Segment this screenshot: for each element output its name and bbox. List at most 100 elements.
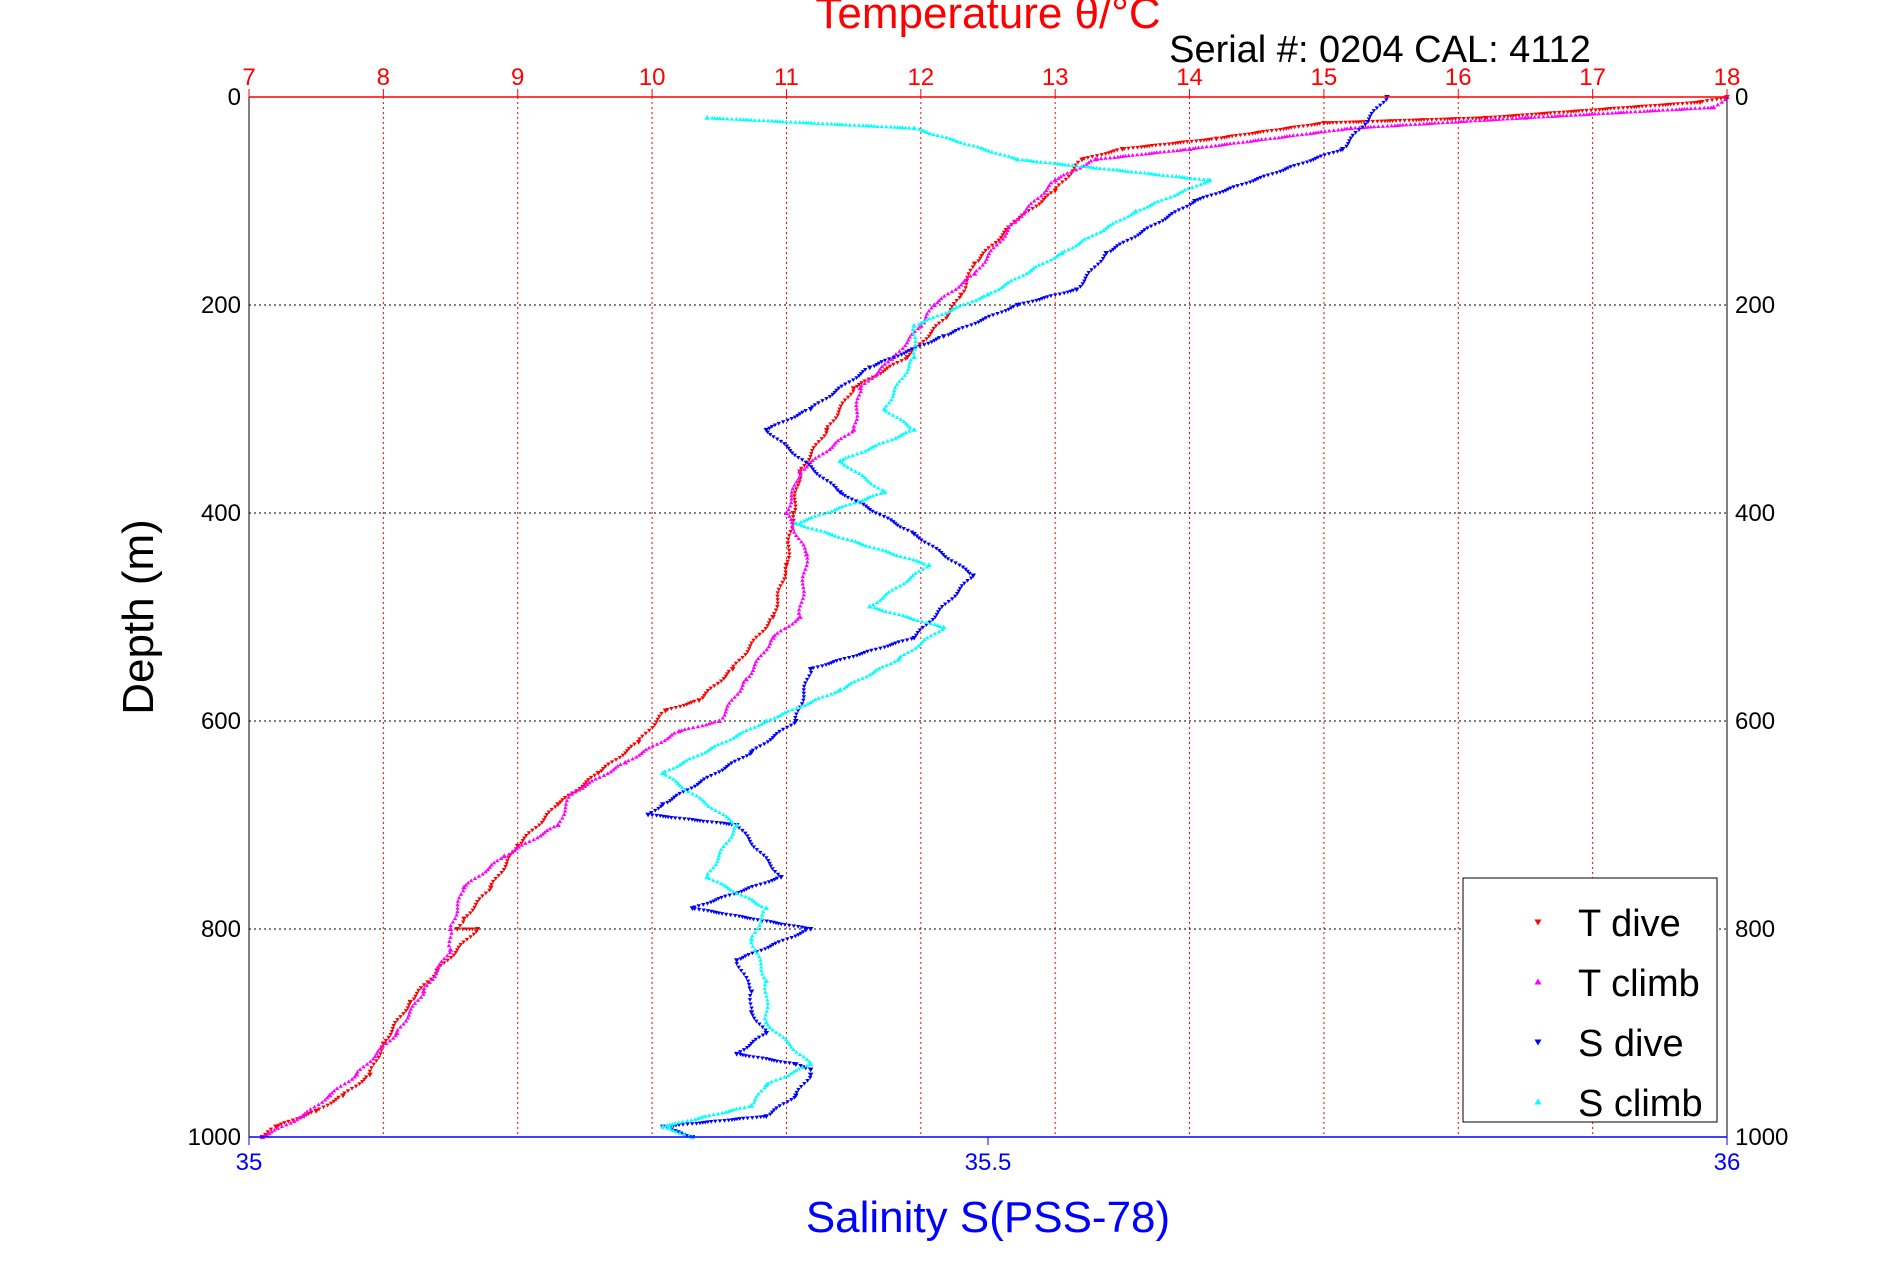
series-trace-marker bbox=[383, 1038, 389, 1043]
series-trace-marker bbox=[901, 652, 907, 656]
series-trace-marker bbox=[677, 783, 683, 788]
series-trace-marker bbox=[1066, 162, 1071, 167]
series-trace-marker bbox=[1301, 124, 1306, 129]
series-trace-marker bbox=[784, 444, 790, 449]
series-trace-marker bbox=[895, 523, 900, 528]
series-trace-marker bbox=[1287, 133, 1292, 138]
series-trace-marker bbox=[906, 363, 912, 368]
series-trace-marker bbox=[499, 871, 504, 875]
series-trace-marker bbox=[608, 769, 614, 774]
series-trace-marker bbox=[741, 1116, 746, 1121]
series-trace-marker bbox=[799, 600, 804, 604]
series-trace-marker bbox=[930, 315, 936, 319]
series-trace-marker bbox=[795, 483, 801, 488]
series-trace-marker bbox=[985, 254, 990, 259]
series-trace-marker bbox=[1201, 177, 1207, 181]
series-trace-marker bbox=[1027, 269, 1032, 274]
data-point bbox=[940, 334, 947, 339]
series-trace-marker bbox=[483, 891, 489, 896]
data-point bbox=[1710, 104, 1717, 110]
series-trace-marker bbox=[776, 587, 781, 592]
series-trace-marker bbox=[1198, 197, 1203, 201]
salinity-tick-label: 35.5 bbox=[965, 1149, 1012, 1176]
series-trace-marker bbox=[908, 575, 913, 580]
series-trace-marker bbox=[738, 117, 743, 121]
series-trace-marker bbox=[825, 121, 830, 126]
series-trace-marker bbox=[737, 658, 742, 663]
series-trace-marker bbox=[810, 458, 815, 462]
series-trace-marker bbox=[820, 399, 825, 403]
series-trace-marker bbox=[1111, 167, 1116, 172]
series-trace-marker bbox=[814, 527, 819, 532]
series-trace-marker bbox=[705, 748, 711, 753]
series-trace-marker bbox=[962, 581, 967, 586]
series-trace-marker bbox=[801, 120, 806, 125]
temperature-tick-label: 16 bbox=[1445, 64, 1472, 91]
data-point bbox=[866, 365, 873, 371]
series-trace-marker bbox=[769, 1079, 774, 1084]
series-trace-marker bbox=[809, 515, 814, 519]
series-trace-marker bbox=[865, 496, 870, 500]
series-trace-marker bbox=[775, 594, 780, 599]
series-trace-marker bbox=[789, 490, 794, 494]
series-trace-marker bbox=[689, 700, 694, 705]
series-trace-marker bbox=[405, 1006, 411, 1010]
series-trace-marker bbox=[830, 392, 835, 397]
series-trace-marker bbox=[634, 754, 639, 759]
data-point bbox=[733, 1051, 740, 1057]
series-trace-marker bbox=[675, 781, 681, 785]
series-trace-marker bbox=[765, 740, 771, 744]
series-trace-marker bbox=[924, 337, 929, 341]
series-trace-marker bbox=[662, 769, 668, 773]
series-trace-marker bbox=[686, 789, 691, 794]
series-trace-marker bbox=[927, 316, 932, 321]
series-trace-marker bbox=[913, 346, 918, 350]
series-trace-marker bbox=[506, 852, 512, 856]
series-trace-marker bbox=[588, 775, 594, 780]
series-trace-marker bbox=[866, 378, 871, 383]
series-trace-marker bbox=[726, 1118, 731, 1123]
series-trace-marker bbox=[1406, 118, 1412, 123]
series-trace-marker bbox=[986, 251, 992, 256]
series-trace-marker bbox=[842, 494, 848, 498]
series-trace-marker bbox=[541, 818, 547, 822]
series-trace-marker bbox=[582, 782, 587, 787]
series-trace-marker bbox=[762, 982, 768, 987]
series-trace-marker bbox=[1221, 190, 1226, 194]
series-trace-marker bbox=[649, 810, 654, 815]
series-trace-marker bbox=[760, 1033, 766, 1038]
series-trace-marker bbox=[792, 494, 797, 498]
series-trace-marker bbox=[862, 475, 868, 480]
series-trace-marker bbox=[320, 1100, 325, 1104]
series-trace-marker bbox=[831, 419, 836, 424]
series-trace-marker bbox=[1129, 169, 1134, 174]
series-trace-marker bbox=[764, 856, 769, 861]
series-trace-marker bbox=[1180, 206, 1186, 211]
series-trace-marker bbox=[1141, 206, 1147, 211]
data-point bbox=[454, 927, 461, 932]
series-trace-marker bbox=[895, 354, 901, 359]
series-trace-marker bbox=[577, 787, 582, 792]
series-trace-marker bbox=[606, 762, 611, 767]
series-trace-marker bbox=[1348, 136, 1353, 141]
series-trace-marker bbox=[773, 608, 779, 613]
series-trace-marker bbox=[738, 1050, 743, 1054]
series-trace-marker bbox=[835, 438, 841, 443]
series-trace-marker bbox=[1147, 203, 1153, 208]
series-trace-marker bbox=[689, 786, 694, 791]
series-trace-marker bbox=[387, 1038, 393, 1043]
series-trace-marker bbox=[1142, 170, 1147, 175]
data-point bbox=[783, 563, 790, 568]
temperature-tick-label: 7 bbox=[242, 64, 255, 91]
series-trace-marker bbox=[944, 135, 949, 140]
series-trace-marker bbox=[803, 409, 808, 413]
series-trace-marker bbox=[908, 357, 914, 362]
data-point bbox=[783, 510, 790, 515]
series-trace-marker bbox=[1715, 102, 1720, 107]
series-trace-marker bbox=[790, 451, 795, 456]
series-trace-marker bbox=[1568, 113, 1574, 117]
series-trace-marker bbox=[920, 625, 926, 630]
legend-label: S dive bbox=[1578, 1023, 1684, 1065]
data-point bbox=[971, 261, 978, 267]
series-trace-marker bbox=[1146, 171, 1151, 175]
